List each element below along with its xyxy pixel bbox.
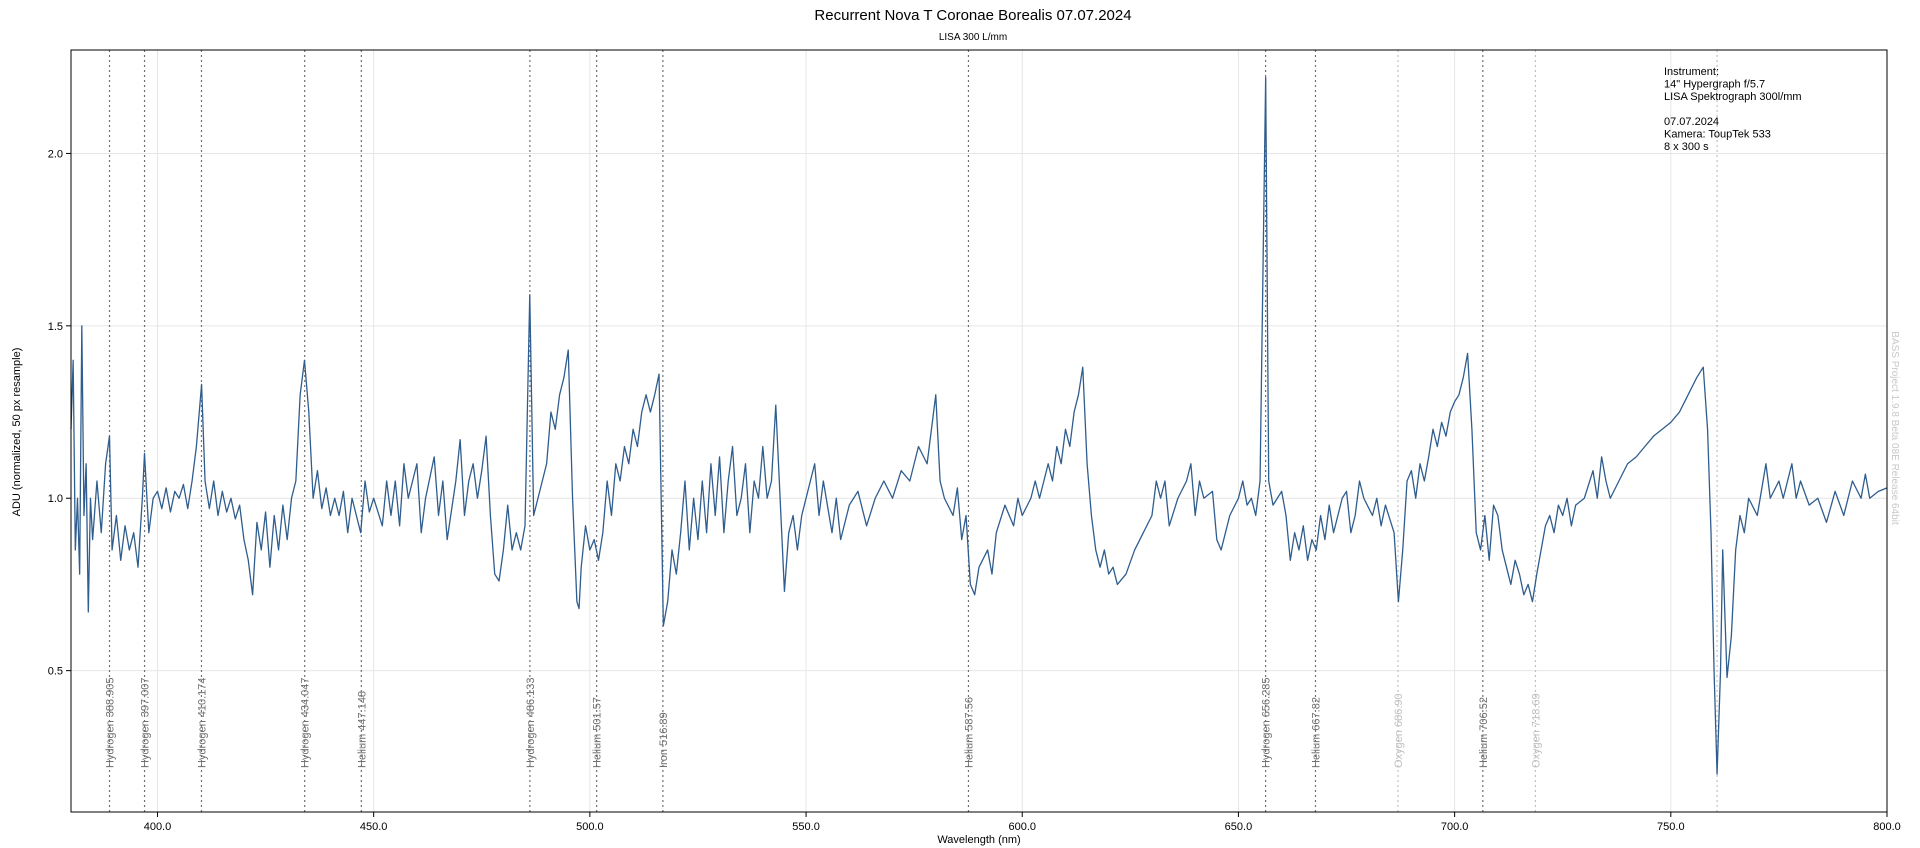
x-tick-label: 650.0 (1225, 821, 1253, 833)
spectral-line-label: Helium 447.148 (356, 691, 368, 768)
spectral-line-label: Oxygen 718.69 (1530, 693, 1542, 768)
y-axis-label: ADU (normalized, 50 px resample) (11, 348, 23, 517)
info-text: LISA Spektrograph 300l/mm (1664, 91, 1802, 103)
x-tick-label: 700.0 (1441, 821, 1469, 833)
watermark: BASS Project 1.9.8 Beta 08E Release 64bi… (1889, 331, 1900, 525)
x-tick-label: 450.0 (360, 821, 388, 833)
spectral-line-label: Hydrogen 397.007 (140, 677, 152, 768)
x-axis-label: Wavelength (nm) (937, 834, 1020, 846)
spectral-line-label: Oxygen 686.90 (1393, 693, 1405, 768)
x-tick-label: 400.0 (144, 821, 172, 833)
plot-frame (70, 49, 1888, 813)
spectral-line-label: Hydrogen 434.047 (300, 677, 312, 768)
x-tick-label: 600.0 (1008, 821, 1036, 833)
spectral-line-label: Hydrogen 410.174 (196, 677, 208, 768)
spectral-line-label: Helium 587.56 (963, 697, 975, 768)
x-tick-label: 750.0 (1657, 821, 1685, 833)
chart-subtitle: LISA 300 L/mm (939, 32, 1007, 43)
spectral-line-label: Helium 706.52 (1478, 697, 1490, 768)
x-tick-label: 800.0 (1873, 821, 1901, 833)
info-text: 14" Hypergraph f/5.7 (1664, 79, 1765, 91)
y-tick-label: 0.5 (48, 666, 63, 678)
spectral-line-label: Hydrogen 486.133 (525, 677, 537, 768)
spectral-line-label: Hydrogen 656.285 (1261, 677, 1273, 768)
chart-title: Recurrent Nova T Coronae Borealis 07.07.… (814, 7, 1131, 24)
info-text: 8 x 300 s (1664, 141, 1709, 153)
y-tick-label: 1.5 (48, 321, 63, 333)
info-text: Instrument: (1664, 66, 1719, 78)
x-tick-label: 500.0 (576, 821, 604, 833)
spectral-line-label: Iron 516.89 (658, 712, 670, 768)
spectral-line-label: Hydrogen 388.905 (105, 677, 117, 768)
info-text: Kamera: ToupTek 533 (1664, 129, 1771, 141)
y-tick-label: 2.0 (48, 148, 63, 160)
x-tick-label: 550.0 (792, 821, 820, 833)
spectrum-line (70, 76, 1888, 775)
spectral-line-label: Helium 667.82 (1310, 697, 1322, 768)
info-text: 07.07.2024 (1664, 116, 1719, 128)
spectral-line-label: Helium 501.57 (592, 697, 604, 768)
plot: 400.0 450.0 500.0 550.0 600.0 650.0 700.0 750.0… (48, 49, 1901, 833)
y-tick-label: 1.0 (48, 493, 63, 505)
